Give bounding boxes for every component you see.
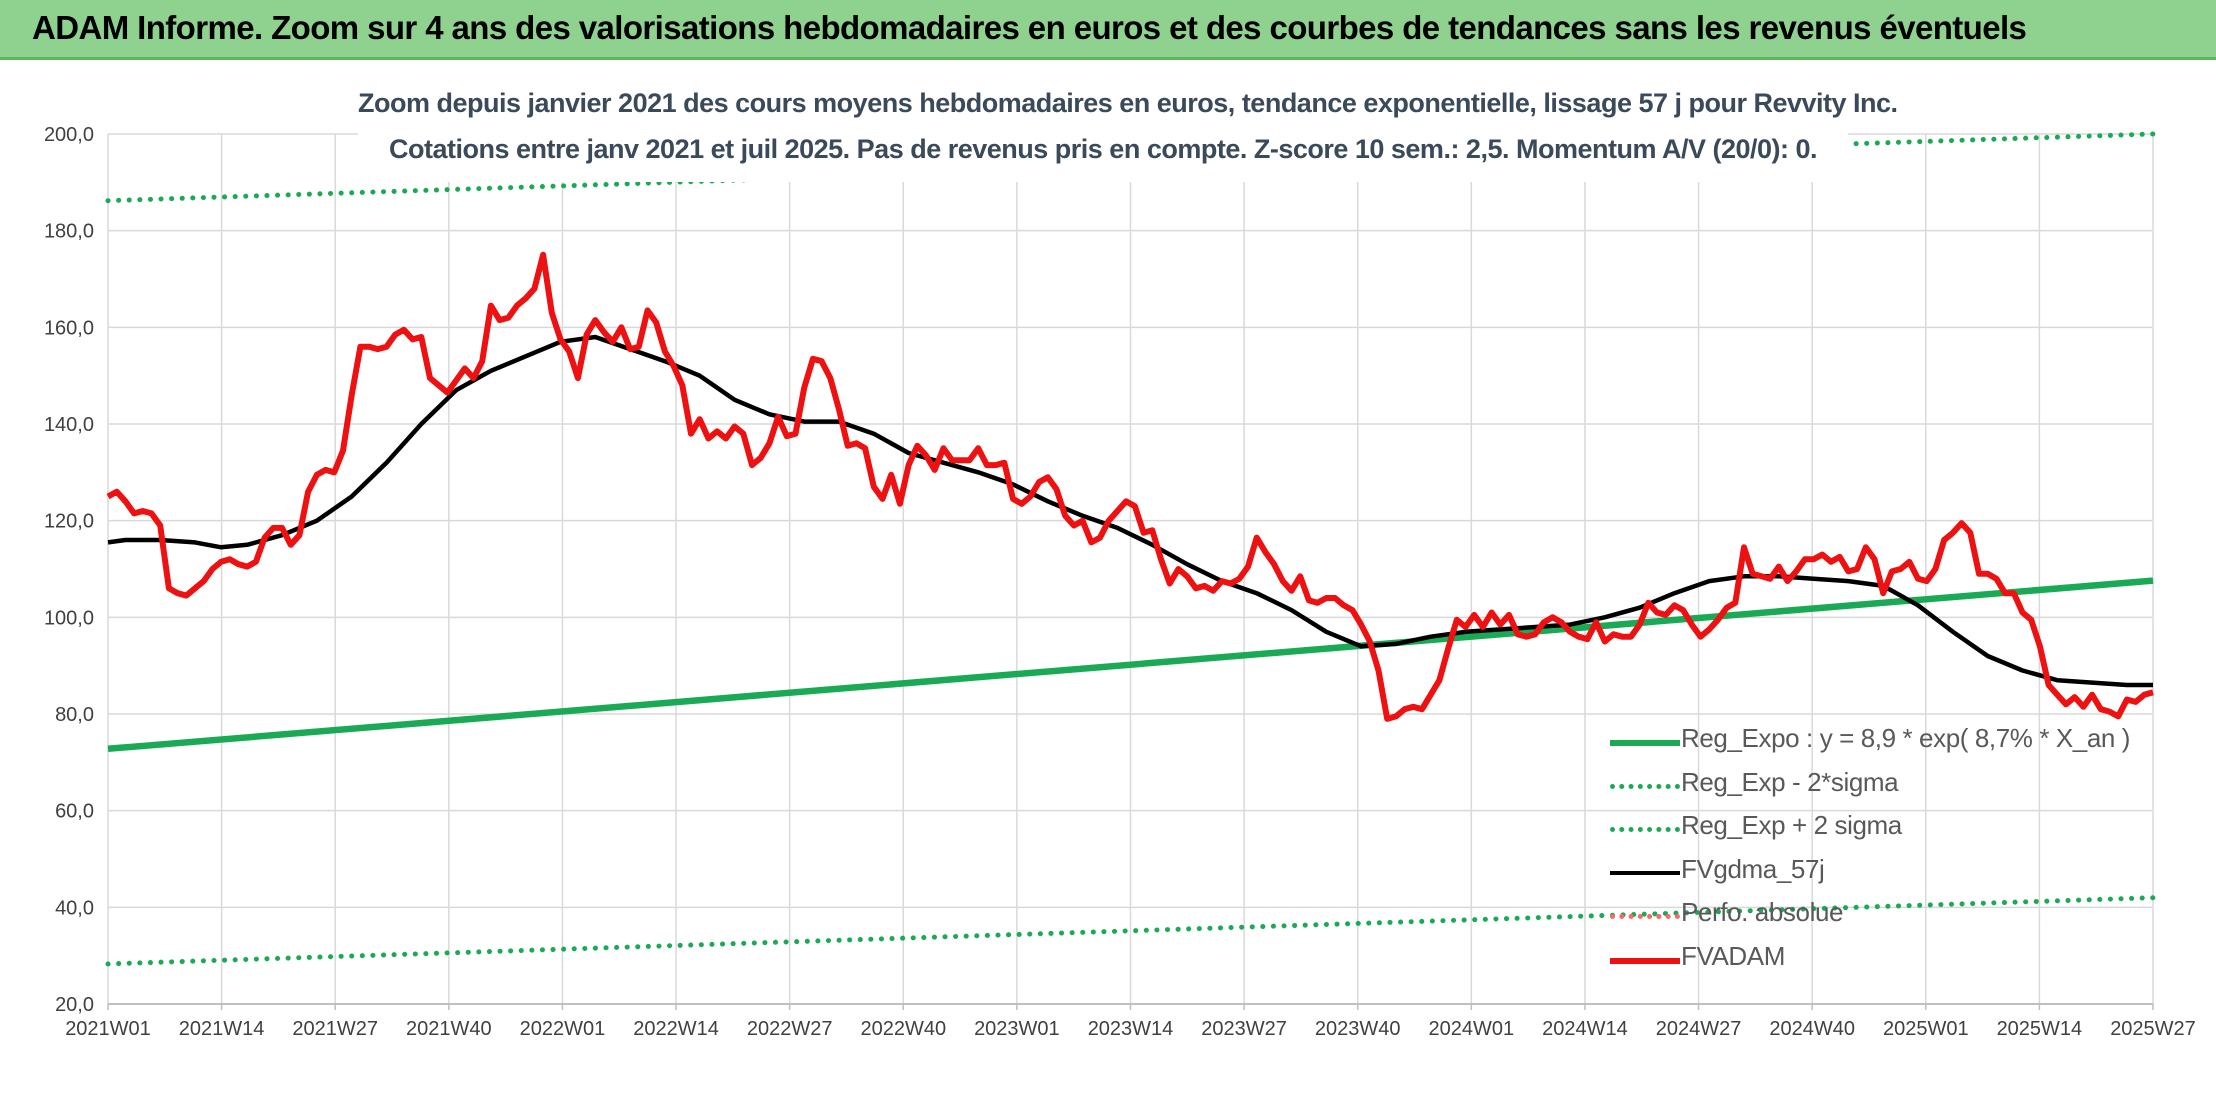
x-axis-ticks: 2021W01 2021W14 2021W27 2021W40 2022W01 2022W… <box>65 1003 2196 1040</box>
x-tick-label: 2022W27 <box>747 1018 833 1040</box>
line-chart: 20,0 40,0 60,0 80,0 100,0 120,0 140,0 160,0 180,… <box>44 124 2196 1040</box>
y-tick-label: 120,0 <box>44 511 94 533</box>
legend-swatch <box>1610 740 1680 746</box>
legend-item: Perfo. absolue <box>1608 894 2128 938</box>
y-tick-label: 20,0 <box>55 994 94 1016</box>
legend-label: Reg_Exp - 2*sigma <box>1681 766 1899 797</box>
legend-label: Reg_Expo : y = 8,9 * exp( 8,7% * X_an ) <box>1681 723 2131 753</box>
x-tick-label: 2022W40 <box>860 1018 946 1040</box>
x-tick-label: 2023W40 <box>1315 1018 1401 1040</box>
y-axis-ticks: 20,0 40,0 60,0 80,0 100,0 120,0 140,0 160,0 180,… <box>44 124 94 1016</box>
x-tick-label: 2023W27 <box>1201 1018 1287 1040</box>
legend-swatch <box>1610 957 1680 964</box>
series-line-fvgdma_57j <box>107 334 2153 688</box>
x-tick-label: 2021W27 <box>292 1018 378 1040</box>
x-tick-label: 2024W27 <box>1656 1018 1742 1040</box>
x-tick-label: 2023W14 <box>1088 1018 1174 1040</box>
x-tick-label: 2022W01 <box>520 1018 606 1040</box>
y-tick-label: 180,0 <box>44 221 94 243</box>
x-tick-label: 2022W14 <box>633 1018 719 1040</box>
x-tick-label: 2021W40 <box>406 1018 492 1040</box>
legend-item: FVADAM <box>1608 938 2128 982</box>
series-line-fvadam <box>106 251 2154 722</box>
x-tick-label: 2023W01 <box>974 1018 1060 1040</box>
legend-item: Reg_Expo : y = 8,9 * exp( 8,7% * X_an ) <box>1608 720 2131 764</box>
report-title: ADAM Informe. Zoom sur 4 ans des valoris… <box>32 9 2027 46</box>
x-tick-label: 2021W01 <box>65 1018 151 1040</box>
x-tick-label: 2025W14 <box>1997 1018 2083 1040</box>
legend-label: Reg_Exp + 2 sigma <box>1681 810 1902 840</box>
legend-label: FVgdma_57j <box>1681 853 1825 884</box>
y-tick-label: 200,0 <box>44 124 94 146</box>
legend-item: FVgdma_57j <box>1608 851 2128 895</box>
grid-lines <box>107 133 2154 1005</box>
chart-title-box: Zoom depuis janvier 2021 des cours moyen… <box>358 82 1898 182</box>
x-tick-label: 2025W01 <box>1883 1018 1969 1040</box>
chart-legend: Reg_Expo : y = 8,9 * exp( 8,7% * X_an ) R… <box>1608 720 2131 982</box>
x-tick-label: 2024W01 <box>1429 1018 1515 1040</box>
x-tick-label: 2025W27 <box>2110 1018 2196 1040</box>
y-tick-label: 60,0 <box>55 801 94 823</box>
report-banner: ADAM Informe. Zoom sur 4 ans des valoris… <box>0 0 2216 60</box>
y-tick-label: 100,0 <box>44 607 94 629</box>
y-tick-label: 140,0 <box>44 414 94 436</box>
chart-subtitle: Cotations entre janv 2021 et juil 2025. … <box>388 134 1818 164</box>
legend-swatch <box>1610 827 1680 832</box>
series-line-reg_expo <box>107 577 2154 753</box>
legend-swatch <box>1610 870 1680 875</box>
y-tick-label: 160,0 <box>44 317 94 339</box>
legend-swatch <box>1610 783 1680 789</box>
legend-item: Reg_Exp + 2 sigma <box>1608 807 2128 851</box>
legend-label: Perfo. absolue <box>1681 897 1844 927</box>
chart-title: Zoom depuis janvier 2021 des cours moyen… <box>358 88 1898 118</box>
legend-label: FVADAM <box>1681 940 1786 971</box>
x-tick-label: 2024W14 <box>1542 1018 1628 1040</box>
y-tick-label: 80,0 <box>55 704 94 726</box>
legend-item: Reg_Exp - 2*sigma <box>1608 764 2128 808</box>
legend-swatch <box>1610 914 1680 919</box>
x-tick-label: 2024W40 <box>1769 1018 1855 1040</box>
y-tick-label: 40,0 <box>55 897 94 919</box>
series-line-reg_exp <box>105 895 2156 967</box>
x-tick-label: 2021W14 <box>179 1018 265 1040</box>
